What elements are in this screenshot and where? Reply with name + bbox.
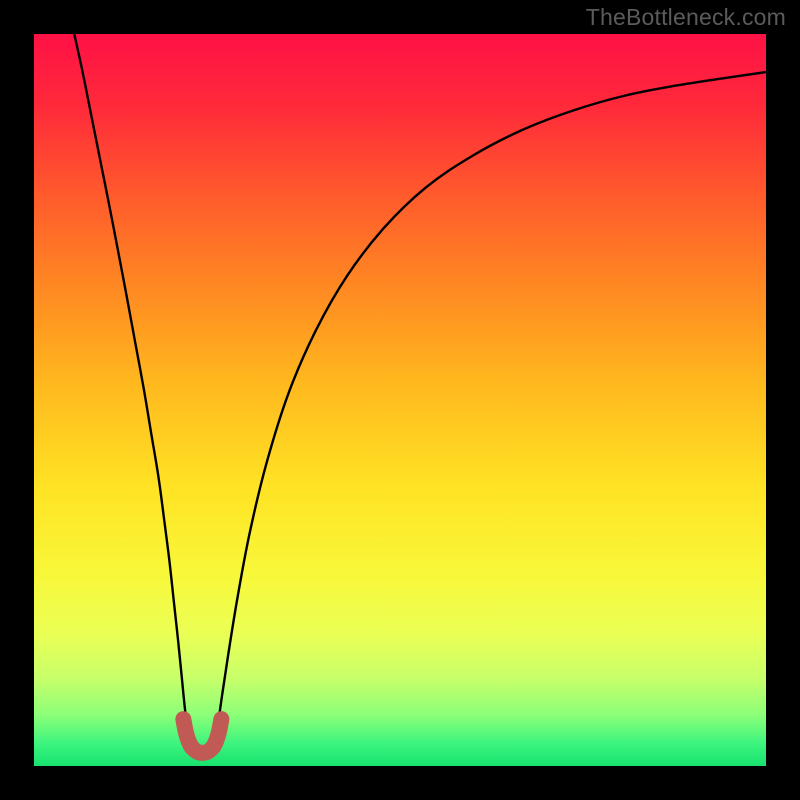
series-valley_marker — [183, 719, 221, 753]
series-right_ascent — [217, 72, 766, 731]
chart-stage: TheBottleneck.com — [0, 0, 800, 800]
watermark-text: TheBottleneck.com — [586, 4, 786, 31]
series-left_descent — [74, 34, 187, 731]
curve-layer — [34, 34, 766, 766]
plot-area — [34, 34, 766, 766]
